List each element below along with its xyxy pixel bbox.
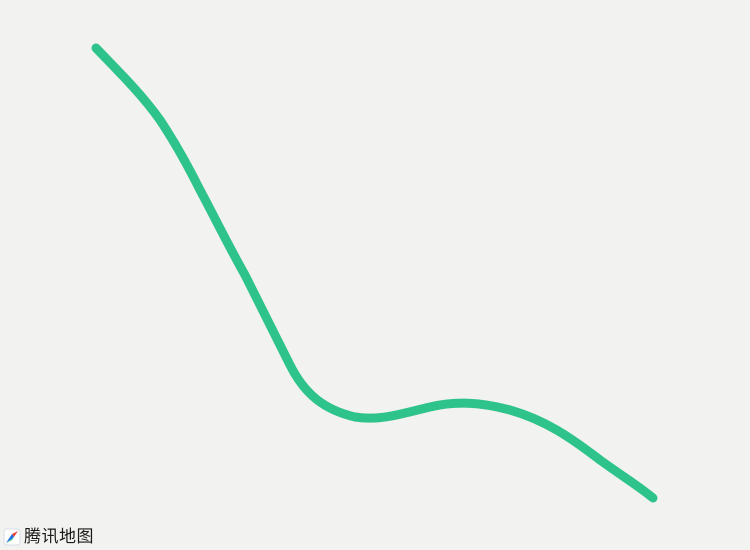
map-attribution[interactable]: 腾讯地图 [3,527,94,547]
route-polyline [91,43,658,503]
tencent-maps-logo-icon [3,528,21,546]
attribution-text: 腾讯地图 [24,527,94,547]
